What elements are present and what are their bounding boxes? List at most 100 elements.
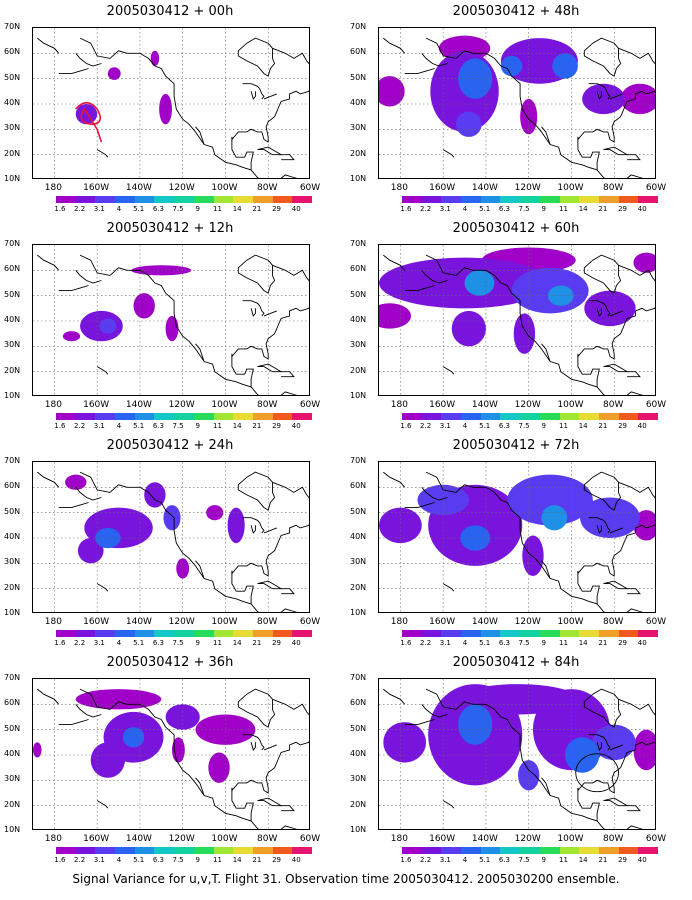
lat-label: 50N	[4, 72, 21, 82]
map-panel: 2005030412 + 48h 70N 60N 50N 40N 30N 20N 10N 180…	[346, 4, 686, 216]
colorbar-swatch	[520, 196, 540, 203]
colorbar-label: 1.6	[400, 856, 412, 864]
lat-label: 20N	[350, 148, 367, 158]
lat-label: 40N	[4, 98, 21, 107]
colorbar-label: 14	[232, 205, 242, 213]
coastline	[250, 308, 256, 317]
panel-title: 2005030412 + 48h	[452, 4, 580, 19]
colorbar-swatch	[174, 413, 194, 420]
colorbar-label: 7.5	[518, 856, 530, 864]
variance-region	[513, 313, 536, 354]
coastline	[237, 471, 276, 511]
colorbar-swatch	[441, 413, 462, 420]
colorbar-swatch	[272, 196, 293, 203]
lon-label: 80W	[257, 834, 278, 844]
map-frame	[32, 244, 310, 396]
lat-label: 20N	[4, 582, 21, 592]
coastline	[272, 264, 309, 282]
coastline	[577, 740, 655, 794]
variance-region	[565, 737, 600, 773]
coastline	[626, 391, 644, 395]
colorbar-swatch	[292, 196, 312, 203]
lon-label: 120W	[168, 834, 195, 844]
colorbar-swatch	[95, 413, 116, 420]
colorbar-label: 5.1	[133, 422, 145, 430]
coastline	[259, 739, 265, 751]
colorbar-swatch	[520, 847, 540, 854]
variance-region	[227, 507, 245, 544]
lon-label: 80W	[257, 183, 278, 193]
variance-region	[584, 290, 636, 327]
coastline	[627, 588, 641, 595]
colorbar-label: 2.2	[74, 422, 86, 430]
panel-title: 2005030412 + 24h	[106, 438, 234, 453]
variance-region	[379, 76, 405, 107]
colorbar	[56, 196, 312, 203]
colorbar-label: 5.1	[133, 205, 145, 213]
lat-label: 60N	[350, 698, 367, 708]
coastline	[79, 37, 259, 178]
colorbar-label: 14	[232, 422, 242, 430]
coastline	[58, 502, 89, 509]
colorbar-swatch	[579, 413, 599, 420]
lat-label: 60N	[4, 264, 21, 274]
lat-label: 70N	[4, 22, 21, 31]
coastline	[588, 300, 607, 307]
colorbar-swatch	[292, 630, 312, 637]
colorbar-label: 21	[252, 856, 262, 864]
lat-label: 10N	[4, 174, 21, 183]
colorbar	[402, 630, 658, 637]
coastline	[257, 363, 283, 373]
lon-label: 100W	[557, 400, 584, 410]
lat-label: 70N	[4, 456, 21, 465]
colorbar-swatch	[421, 196, 442, 203]
coastline	[583, 254, 622, 294]
colorbar-label: 1.6	[400, 639, 412, 647]
colorbar-swatch	[500, 847, 521, 854]
colorbar-swatch	[441, 630, 462, 637]
colorbar-swatch	[421, 847, 442, 854]
coastline	[37, 688, 60, 705]
lon-label: 140W	[125, 617, 152, 627]
map-panel: 2005030412 + 60h 70N 60N 50N 40N 30N 20N 10N 180…	[346, 221, 686, 433]
variance-region	[451, 310, 486, 347]
variance-region	[633, 729, 655, 771]
colorbar-swatch	[174, 196, 194, 203]
coastline	[280, 391, 298, 395]
lon-label: 80W	[603, 183, 624, 193]
variance-region	[620, 83, 655, 115]
colorbar-swatch	[95, 847, 116, 854]
colorbar-swatch	[193, 413, 214, 420]
colorbar-swatch	[154, 196, 175, 203]
colorbar-label: 3.1	[439, 205, 451, 213]
variance-region	[592, 724, 636, 761]
colorbar-label: 14	[578, 856, 588, 864]
coastline	[281, 805, 295, 812]
colorbar-swatch	[134, 196, 155, 203]
colorbar-label: 6.3	[152, 422, 164, 430]
colorbar-swatch	[421, 630, 442, 637]
coastline	[242, 517, 261, 524]
colorbar-swatch	[480, 413, 501, 420]
coastline	[421, 704, 448, 718]
coastline	[596, 308, 602, 317]
colorbar	[402, 847, 658, 854]
colorbar-label: 40	[637, 422, 647, 430]
coastline	[588, 734, 607, 741]
lat-label: 70N	[350, 239, 367, 248]
colorbar-label: 9	[195, 205, 201, 213]
colorbar-label: 9	[195, 856, 201, 864]
colorbar-swatch	[421, 413, 442, 420]
colorbar-swatch	[461, 630, 481, 637]
colorbar-label: 11	[213, 205, 222, 213]
variance-region	[580, 497, 640, 538]
coastline	[257, 580, 283, 590]
lat-label: 60N	[350, 47, 367, 57]
lon-label: 100W	[557, 183, 584, 193]
coastline	[96, 149, 109, 158]
coastline	[605, 305, 611, 317]
lat-label: 50N	[350, 506, 367, 516]
lon-label: 180	[390, 400, 408, 410]
colorbar-swatch	[461, 196, 481, 203]
colorbar-swatch	[500, 413, 521, 420]
